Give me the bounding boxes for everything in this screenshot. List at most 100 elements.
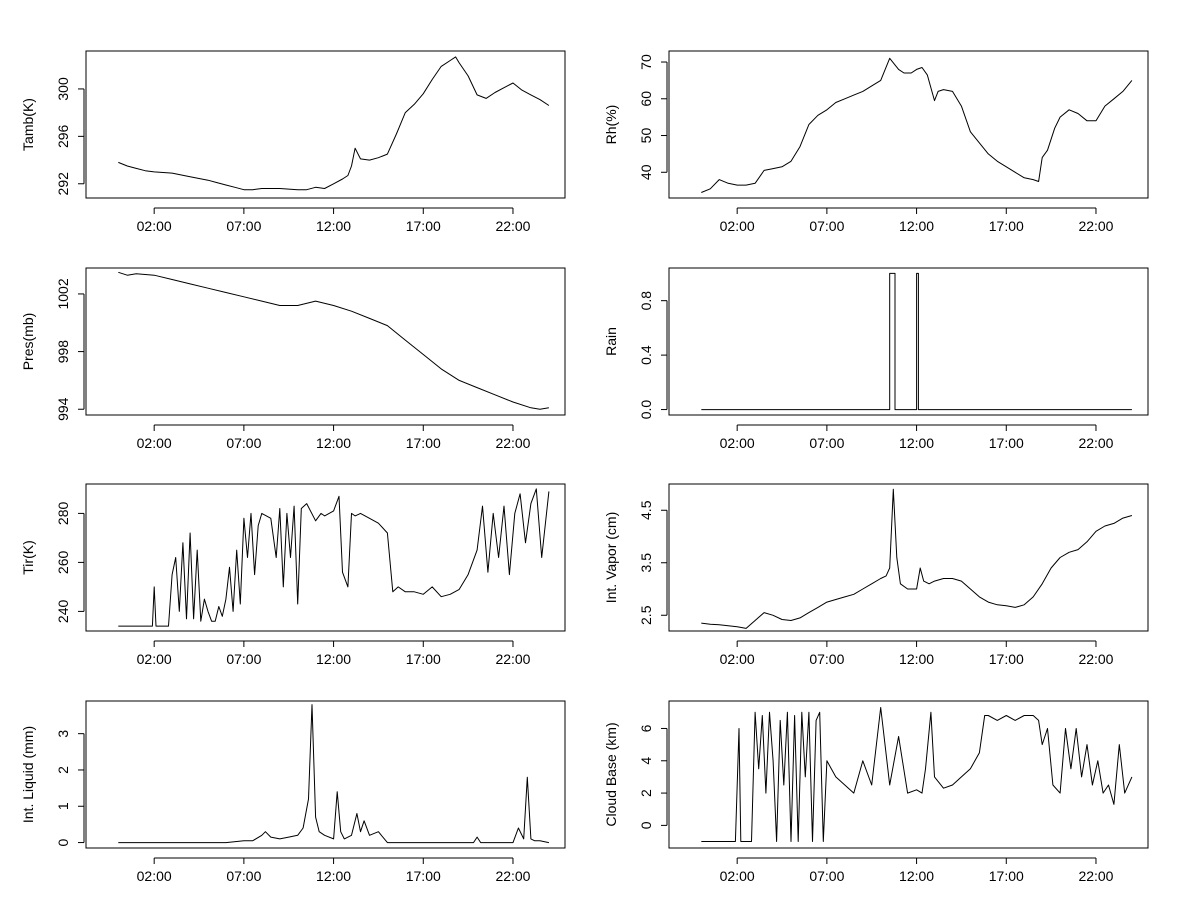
x-tick-label: 07:00	[226, 651, 261, 667]
plot-frame	[85, 50, 566, 199]
y-tick-label: 260	[55, 551, 71, 575]
y-tick-label: 3.5	[638, 553, 654, 573]
x-tick-label: 22:00	[495, 435, 530, 451]
x-tick-label: 07:00	[226, 868, 261, 884]
x-tick-label: 17:00	[989, 435, 1024, 451]
x-tick-label: 02:00	[720, 435, 755, 451]
x-tick-label: 12:00	[316, 218, 351, 234]
plot-frame	[668, 700, 1149, 849]
y-axis-title: Rain	[603, 327, 619, 356]
chart-panel-8: 02:00 07:00 12:00 17:00 22:00 0 2 4 6 Cloud Base …	[603, 700, 1149, 884]
x-tick-label: 02:00	[720, 651, 755, 667]
y-tick-label: 4.5	[638, 500, 654, 520]
x-tick-label: 17:00	[989, 868, 1024, 884]
x-tick-label: 07:00	[809, 868, 844, 884]
x-tick-label: 02:00	[720, 868, 755, 884]
x-tick-label: 12:00	[316, 868, 351, 884]
y-tick-label: 994	[55, 397, 71, 421]
chart-panel-5: 02:00 07:00 12:00 17:00 22:00 240 260 280 Tir(K)	[20, 483, 566, 667]
x-tick-label: 22:00	[495, 218, 530, 234]
x-tick-label: 17:00	[406, 651, 441, 667]
x-tick-label: 17:00	[406, 435, 441, 451]
y-tick-label: 0.0	[638, 400, 654, 420]
y-tick-label: 1002	[55, 278, 71, 309]
series-line-1	[118, 271, 549, 410]
y-tick-label: 6	[638, 724, 654, 732]
y-tick-label: 0	[55, 838, 71, 846]
x-tick-label: 02:00	[137, 435, 172, 451]
x-tick-label: 17:00	[406, 868, 441, 884]
y-axis-title: Tir(K)	[20, 540, 36, 574]
x-tick-label: 22:00	[1078, 218, 1113, 234]
y-axis-title: Tamb(K)	[20, 98, 36, 151]
x-tick-label: 17:00	[406, 218, 441, 234]
y-tick-label: 998	[55, 340, 71, 364]
x-tick-label: 22:00	[1078, 868, 1113, 884]
y-tick-label: 292	[55, 172, 71, 196]
y-tick-label: 2	[55, 766, 71, 774]
y-tick-label: 300	[55, 77, 71, 101]
plot-frame	[85, 267, 566, 416]
series-line-1	[701, 707, 1133, 842]
x-tick-label: 22:00	[495, 868, 530, 884]
y-tick-label: 1	[55, 802, 71, 810]
series-line-1	[701, 272, 1132, 411]
y-tick-label: 2	[638, 789, 654, 797]
chart-panel-6: 02:00 07:00 12:00 17:00 22:00 2.5 3.5 4.5 Int. V…	[603, 483, 1149, 667]
y-tick-label: 2.5	[638, 605, 654, 625]
x-tick-label: 17:00	[989, 218, 1024, 234]
y-tick-label: 40	[638, 164, 654, 180]
y-tick-label: 60	[638, 91, 654, 107]
y-axis-title: Cloud Base (km)	[603, 722, 619, 826]
x-tick-label: 12:00	[316, 651, 351, 667]
x-tick-label: 07:00	[809, 218, 844, 234]
series-line-1	[118, 56, 550, 191]
x-tick-label: 12:00	[899, 435, 934, 451]
y-axis-title: Rh(%)	[603, 105, 619, 145]
plot-frame	[85, 700, 566, 849]
chart-panel-4: 02:00 07:00 12:00 17:00 22:00 0.0 0.4 0.8 Rain	[603, 267, 1149, 451]
x-tick-label: 02:00	[137, 868, 172, 884]
y-axis-title: Int. Liquid (mm)	[20, 726, 36, 823]
x-tick-label: 12:00	[899, 651, 934, 667]
series-line-1	[118, 704, 550, 844]
plot-frame	[668, 267, 1149, 416]
y-tick-label: 4	[638, 757, 654, 765]
y-tick-label: 280	[55, 502, 71, 526]
x-tick-label: 12:00	[316, 435, 351, 451]
x-tick-label: 02:00	[137, 218, 172, 234]
plot-frame	[85, 483, 566, 632]
y-axis-title: Int. Vapor (cm)	[603, 512, 619, 604]
x-tick-label: 07:00	[226, 218, 261, 234]
x-tick-label: 07:00	[226, 435, 261, 451]
y-tick-label: 0.8	[638, 291, 654, 311]
x-tick-label: 22:00	[495, 651, 530, 667]
x-tick-label: 07:00	[809, 651, 844, 667]
series-line-1	[701, 57, 1133, 193]
y-tick-label: 296	[55, 124, 71, 148]
series-line-1	[701, 488, 1133, 629]
y-tick-label: 0.4	[638, 345, 654, 365]
y-tick-label: 3	[55, 730, 71, 738]
x-tick-label: 07:00	[809, 435, 844, 451]
chart-panel-1: 02:00 07:00 12:00 17:00 22:00 292 296 300 Tamb(K…	[20, 50, 566, 234]
chart-panel-3: 02:00 07:00 12:00 17:00 22:00 994 998 1002 Pres(…	[20, 267, 566, 451]
chart-panel-7: 02:00 07:00 12:00 17:00 22:00 0 1 2 3 Int. Liquid…	[20, 700, 566, 884]
plot-frame	[668, 483, 1149, 632]
series-line-1	[118, 488, 550, 627]
x-tick-label: 02:00	[137, 651, 172, 667]
x-tick-label: 22:00	[1078, 435, 1113, 451]
x-tick-label: 17:00	[989, 651, 1024, 667]
x-tick-label: 12:00	[899, 868, 934, 884]
y-axis-title: Pres(mb)	[20, 313, 36, 371]
plot-frame	[668, 50, 1149, 199]
x-tick-label: 22:00	[1078, 651, 1113, 667]
y-tick-label: 70	[638, 54, 654, 70]
y-tick-label: 50	[638, 128, 654, 144]
x-tick-label: 02:00	[720, 218, 755, 234]
x-tick-label: 12:00	[899, 218, 934, 234]
y-tick-label: 0	[638, 821, 654, 829]
y-tick-label: 240	[55, 600, 71, 624]
